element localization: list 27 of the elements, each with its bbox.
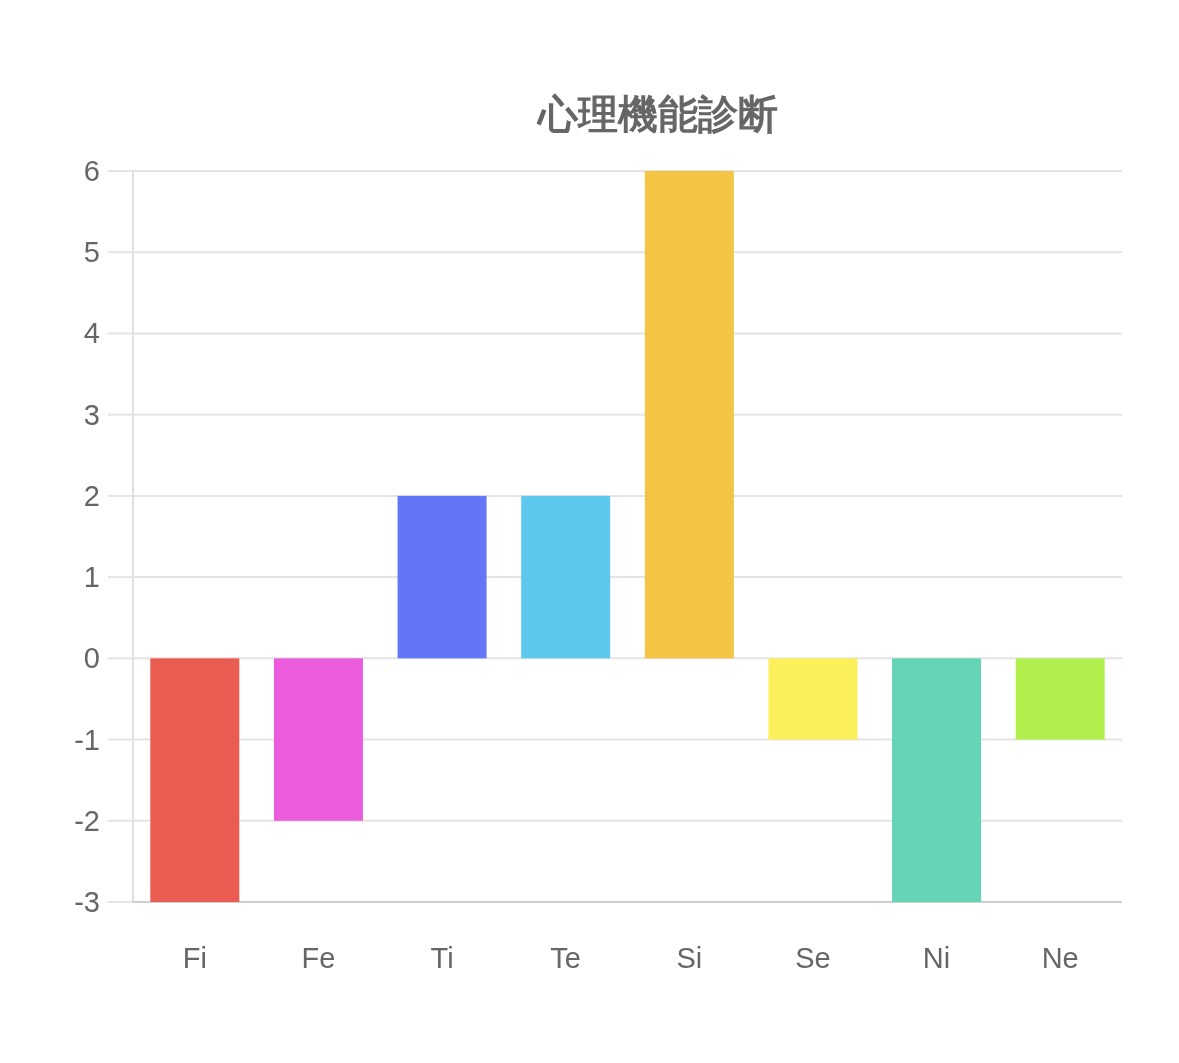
x-tick-label: Ne — [1041, 942, 1079, 974]
x-tick-label: Fi — [182, 942, 207, 974]
y-tick-label: 0 — [83, 642, 100, 675]
chart-title: 心理機能診断 — [535, 92, 778, 136]
y-tick-label: 5 — [83, 236, 100, 269]
y-tick-label: 4 — [83, 317, 100, 350]
bar — [892, 658, 982, 902]
bar — [768, 658, 858, 740]
y-tick-label: 1 — [83, 561, 100, 594]
x-tick-label: Fe — [301, 942, 336, 974]
bar — [150, 658, 240, 902]
x-tick-label: Ti — [430, 942, 454, 974]
bar — [273, 658, 363, 821]
y-tick-label: 6 — [83, 155, 100, 187]
x-tick-label: Si — [676, 942, 703, 974]
x-tick-label: Te — [550, 942, 582, 974]
y-tick-label: -1 — [74, 723, 100, 756]
bar — [521, 495, 611, 659]
bar — [397, 495, 487, 659]
x-tick-label: Se — [795, 942, 831, 974]
y-tick-label: -2 — [74, 804, 100, 837]
bar — [644, 171, 734, 659]
bar — [1015, 658, 1105, 740]
y-tick-label: 3 — [83, 398, 100, 431]
x-tick-label: Ni — [922, 942, 951, 974]
y-tick-label: 2 — [83, 479, 100, 512]
y-tick-label: -3 — [74, 886, 100, 918]
